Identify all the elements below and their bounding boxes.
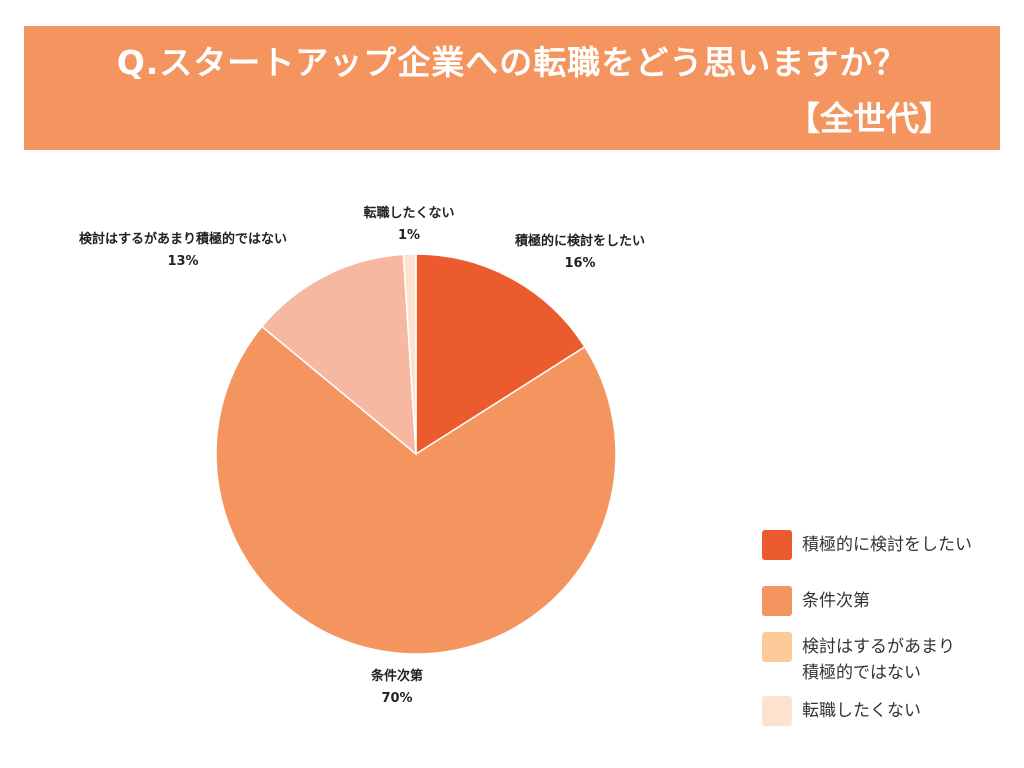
slice-value-label: 1% bbox=[398, 228, 420, 243]
slice-label: 条件次第 bbox=[371, 668, 423, 684]
legend-label-line: 検討はするがあまり bbox=[802, 637, 955, 657]
slice-value-label: 16% bbox=[564, 256, 595, 271]
pie-slice bbox=[260, 253, 417, 456]
legend-swatch bbox=[762, 530, 792, 560]
legend-swatch bbox=[762, 632, 792, 662]
chart-subtitle: 【全世代】 bbox=[787, 99, 952, 138]
legend-item: 条件次第 bbox=[762, 586, 1012, 632]
legend-label: 積極的に検討をしたい bbox=[802, 535, 972, 555]
legend-swatch bbox=[762, 696, 792, 726]
legend-swatch bbox=[762, 586, 792, 616]
slice-value-label: 13% bbox=[167, 254, 198, 269]
pie-slice bbox=[415, 253, 586, 456]
legend-item: 転職したくない bbox=[762, 696, 1012, 742]
slice-label: 転職したくない bbox=[363, 205, 454, 221]
legend-label: 転職したくない bbox=[802, 701, 921, 721]
slice-label: 検討はするがあまり積極的ではない bbox=[79, 231, 287, 247]
legend-item: 積極的に検討をしたい bbox=[762, 530, 1012, 586]
legend-item: 検討はするがあまり 積極的ではない bbox=[762, 632, 1012, 696]
pie-slice bbox=[215, 325, 617, 655]
title-banner: Q.スタートアップ企業への転職をどう思いますか？ 【全世代】 bbox=[24, 26, 1000, 150]
slice-value-label: 70% bbox=[381, 691, 412, 706]
legend-label: 条件次第 bbox=[802, 591, 870, 611]
pie-slice bbox=[402, 253, 417, 455]
legend-label-line: 積極的ではない bbox=[802, 663, 921, 683]
chart-title: Q.スタートアップ企業への転職をどう思いますか？ bbox=[116, 43, 908, 82]
legend: 積極的に検討をしたい 条件次第 検討はするがあまり 積極的ではない 転職したくな… bbox=[762, 530, 1012, 742]
slice-label: 積極的に検討をしたい bbox=[514, 233, 645, 249]
legend-label: 検討はするがあまり 積極的ではない bbox=[802, 632, 1002, 686]
